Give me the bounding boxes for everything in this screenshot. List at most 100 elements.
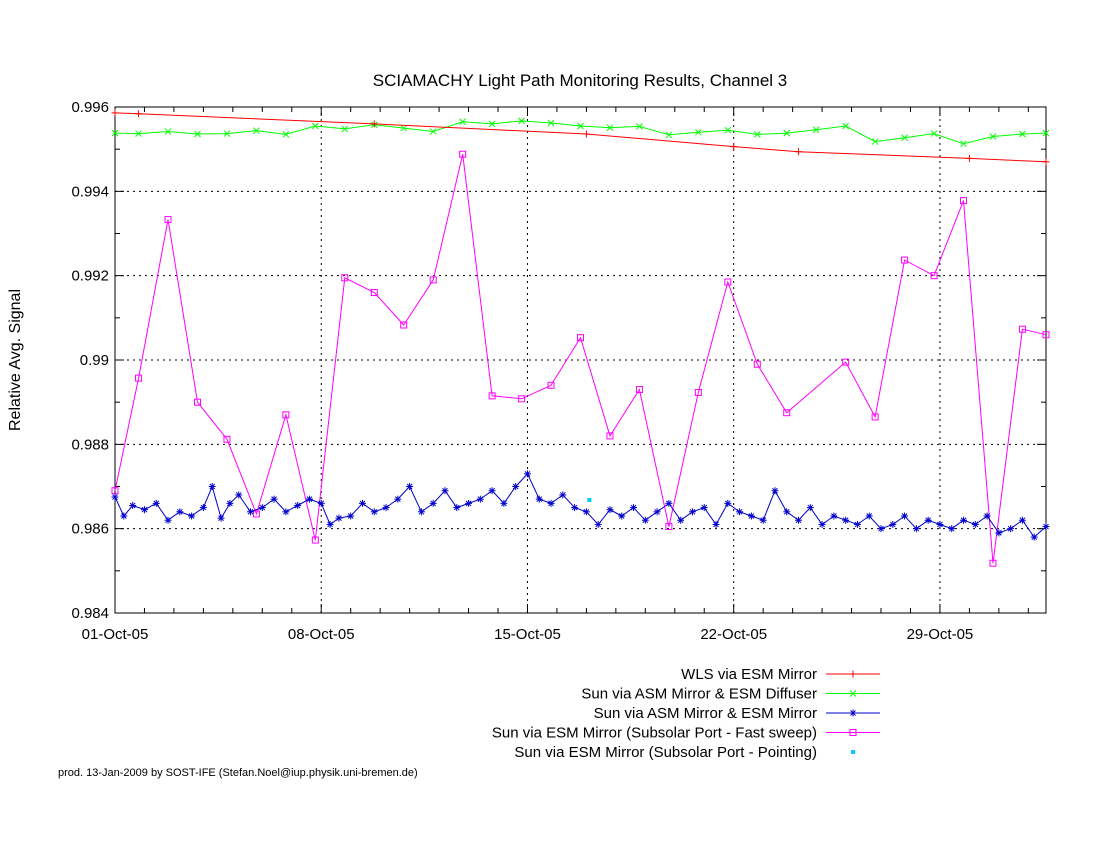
data-point — [547, 119, 555, 127]
x-tick-label: 01-Oct-05 — [82, 626, 149, 643]
data-point — [488, 120, 496, 128]
data-point — [135, 374, 143, 382]
data-point — [1042, 331, 1050, 339]
data-point — [665, 499, 673, 507]
data-point — [547, 381, 555, 389]
data-point — [842, 122, 850, 130]
data-point — [382, 504, 390, 512]
data-point — [806, 504, 814, 512]
data-point — [635, 386, 643, 394]
data-point — [971, 520, 979, 528]
legend-label: Sun via ASM Mirror & ESM Diffuser — [581, 686, 817, 703]
data-point — [417, 508, 425, 516]
series-line — [114, 154, 1047, 564]
data-point — [736, 508, 744, 516]
data-point — [812, 126, 820, 134]
data-point — [753, 360, 761, 368]
y-ticks: 0.984 0.986 0.988 0.99 0.992 0.994 0.996 — [71, 99, 1046, 622]
x-tick-label: 22-Oct-05 — [700, 626, 767, 643]
series-line — [114, 112, 1047, 163]
legend-marker — [849, 690, 857, 697]
legend-marker — [849, 729, 857, 736]
data-point — [842, 516, 850, 524]
data-point — [818, 520, 826, 528]
legend-label: Sun via ASM Mirror & ESM Mirror — [594, 705, 817, 722]
data-point — [217, 514, 225, 522]
data-point — [901, 256, 909, 264]
data-point — [636, 123, 643, 130]
data-point — [842, 358, 850, 366]
data-point — [865, 512, 873, 520]
data-point — [326, 520, 334, 528]
data-point — [712, 520, 720, 528]
data-point — [730, 143, 738, 151]
data-point — [1042, 158, 1050, 166]
data-point — [1018, 325, 1026, 333]
data-point — [771, 487, 779, 495]
data-point — [370, 508, 378, 516]
data-point — [518, 117, 525, 125]
data-point — [587, 497, 592, 502]
data-point — [694, 128, 702, 136]
data-point — [783, 508, 791, 516]
data-point — [559, 491, 567, 499]
data-point — [111, 129, 119, 137]
data-point — [582, 508, 590, 516]
series-4 — [111, 150, 1050, 567]
data-point — [311, 536, 319, 544]
data-point — [135, 110, 143, 118]
data-point — [853, 520, 861, 528]
data-point — [111, 109, 119, 117]
x-tick-label: 15-Oct-05 — [494, 626, 561, 643]
data-point — [176, 508, 184, 516]
y-axis-label: Relative Avg. Signal — [7, 289, 24, 431]
data-point — [358, 499, 366, 507]
legend-marker — [849, 670, 857, 678]
data-point — [1018, 516, 1026, 524]
data-point — [164, 216, 172, 224]
data-point — [759, 516, 767, 524]
data-point — [989, 559, 997, 567]
data-point — [270, 495, 278, 503]
data-point — [1019, 130, 1026, 138]
data-point — [252, 510, 260, 518]
data-point — [258, 504, 266, 512]
data-point — [500, 499, 508, 507]
data-point — [930, 272, 938, 280]
x-gridlines — [320, 107, 941, 613]
data-point — [724, 499, 732, 507]
data-point — [282, 131, 290, 138]
data-point — [459, 118, 467, 126]
data-point — [606, 124, 614, 132]
x-ticks: 01-Oct-05 08-Oct-05 15-Oct-05 22-Oct-05 29-O… — [82, 107, 1029, 643]
data-point — [311, 122, 319, 130]
data-point — [120, 512, 128, 520]
data-point — [194, 130, 201, 138]
data-point — [226, 499, 234, 507]
legend: WLS via ESM Mirror Sun via ASM Mirror & E… — [492, 666, 880, 761]
data-point — [901, 512, 909, 520]
data-point — [594, 520, 602, 528]
data-point — [936, 520, 944, 528]
legend-label: Sun via ESM Mirror (Subsolar Port - Fast… — [492, 725, 817, 742]
data-point — [795, 148, 803, 156]
series-line — [114, 473, 1047, 538]
data-point — [208, 483, 216, 490]
data-point — [429, 499, 437, 507]
data-point — [111, 493, 119, 501]
series-5 — [587, 497, 592, 502]
data-point — [606, 432, 614, 440]
credit-text: prod. 13-Jan-2009 by SOST-IFE (Stefan.No… — [58, 767, 418, 779]
data-point — [247, 508, 255, 516]
series-1 — [111, 109, 1050, 166]
data-point — [282, 411, 290, 419]
data-point — [441, 487, 449, 495]
data-point — [317, 499, 325, 507]
data-point — [199, 504, 207, 512]
data-point — [547, 499, 555, 507]
data-point — [641, 516, 649, 524]
data-point — [1042, 523, 1050, 531]
data-point — [370, 120, 378, 128]
data-point — [871, 413, 879, 421]
data-point — [347, 512, 355, 520]
